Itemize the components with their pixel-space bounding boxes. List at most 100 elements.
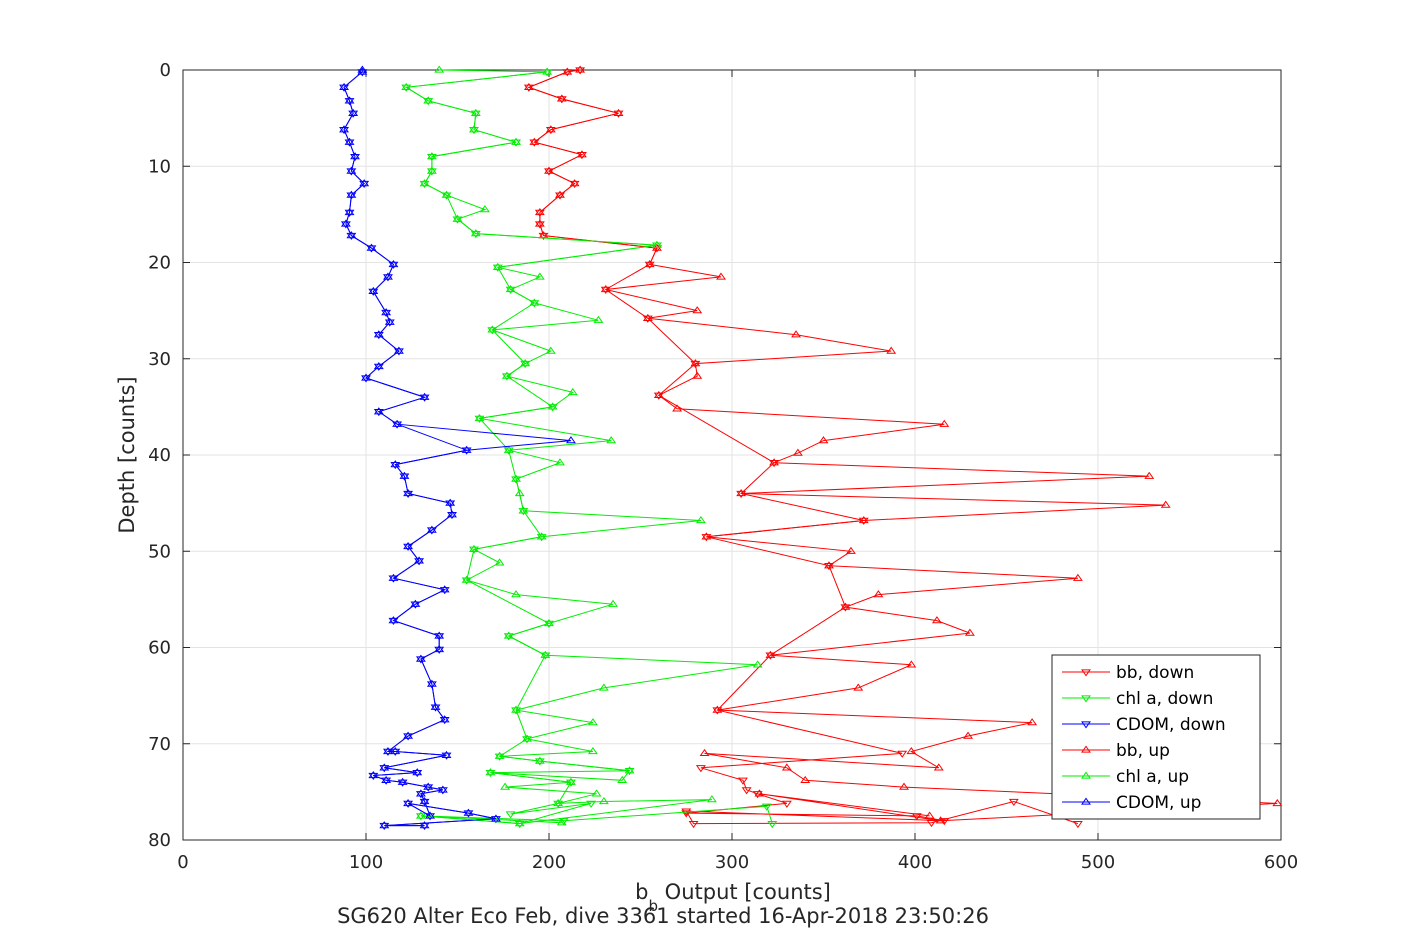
x-tick-label: 400: [898, 852, 932, 873]
data-point: [434, 644, 445, 653]
data-point: [414, 558, 425, 566]
data-point: [598, 797, 609, 805]
data-point: [344, 207, 355, 216]
data-point: [701, 534, 712, 542]
data-point: [366, 243, 377, 251]
data-point: [692, 306, 703, 314]
data-point: [373, 332, 384, 340]
data-point: [366, 245, 377, 253]
data-point: [419, 797, 430, 805]
data-point: [474, 413, 485, 422]
data-point: [545, 125, 556, 133]
data-point: [587, 746, 598, 755]
data-point: [419, 392, 430, 400]
data-point: [419, 179, 430, 187]
legend-label: chl a, up: [1116, 767, 1189, 787]
data-point: [346, 190, 357, 198]
data-point: [434, 631, 445, 639]
data-point: [511, 476, 522, 484]
data-point: [511, 705, 522, 713]
legend-marker: [1081, 797, 1091, 805]
legend-label: CDOM, up: [1116, 793, 1201, 813]
data-point: [423, 96, 434, 104]
data-point: [346, 192, 357, 200]
data-point: [490, 814, 501, 822]
x-axis-label-rest: Output [counts]: [658, 880, 831, 904]
data-point: [853, 683, 864, 691]
x-axis-label-main: b: [635, 880, 648, 904]
data-point: [556, 818, 567, 826]
data-point: [441, 750, 452, 758]
data-point: [426, 679, 437, 687]
data-point: [401, 82, 412, 90]
data-point: [469, 125, 479, 133]
data-point: [461, 575, 472, 583]
data-point: [1027, 718, 1038, 726]
data-point: [624, 768, 635, 776]
data-point: [505, 284, 516, 293]
data-point: [547, 402, 558, 410]
data-point: [534, 207, 545, 216]
data-point: [368, 286, 379, 295]
data-point: [1072, 573, 1083, 581]
data-point: [617, 775, 628, 783]
data-point: [529, 137, 540, 145]
data-point: [741, 787, 752, 795]
data-series: [339, 65, 1283, 831]
data-point: [384, 317, 395, 325]
data-point: [514, 489, 525, 497]
data-point: [542, 69, 553, 77]
y-tick-label: 30: [148, 349, 171, 370]
data-point: [503, 445, 514, 453]
data-point: [781, 800, 792, 808]
data-point: [845, 546, 856, 554]
data-point: [445, 498, 456, 506]
data-point: [340, 221, 351, 229]
data-point: [642, 315, 653, 323]
data-point: [339, 82, 349, 90]
data-point: [368, 288, 379, 296]
data-point: [520, 359, 531, 367]
data-point: [765, 650, 776, 658]
series-4: [401, 65, 763, 827]
data-point: [437, 785, 448, 793]
data-point: [692, 371, 703, 379]
data-point: [706, 795, 717, 803]
data-point: [344, 137, 355, 145]
data-point: [445, 500, 456, 508]
data-point: [933, 763, 944, 771]
data-point: [932, 616, 942, 624]
x-tick-label: 300: [715, 852, 749, 873]
data-point: [1144, 471, 1155, 479]
data-point: [586, 800, 597, 808]
data-point: [1072, 820, 1083, 829]
data-point: [439, 715, 450, 723]
data-point: [769, 460, 780, 468]
data-point: [426, 681, 437, 689]
data-point: [624, 766, 635, 774]
data-point: [390, 461, 401, 470]
data-point: [426, 166, 437, 174]
data-point: [415, 811, 426, 819]
data-point: [818, 436, 829, 444]
data-point: [357, 65, 368, 73]
data-point: [373, 409, 384, 417]
data-point: [906, 746, 917, 755]
data-point: [368, 771, 379, 779]
data-point: [461, 445, 472, 453]
data-point: [348, 110, 359, 118]
data-point: [339, 125, 349, 133]
data-point: [344, 96, 355, 104]
data-point: [340, 219, 351, 227]
data-point: [562, 67, 573, 75]
data-point: [824, 563, 834, 571]
data-point: [373, 361, 384, 370]
data-point: [426, 527, 437, 535]
data-point: [392, 421, 403, 429]
data-point: [566, 779, 576, 787]
data-point: [553, 798, 564, 807]
x-axis-label: bb Output [counts]: [635, 880, 831, 915]
data-point: [899, 782, 909, 790]
data-point: [555, 458, 565, 466]
data-point: [534, 209, 545, 217]
